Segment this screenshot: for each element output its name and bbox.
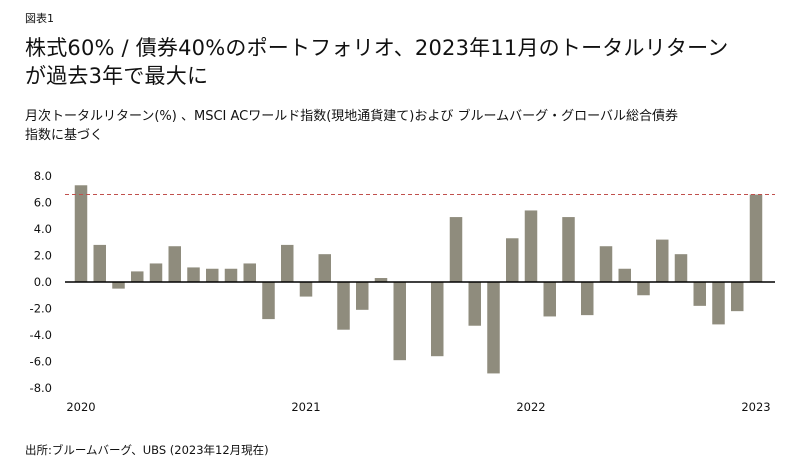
title-line-1: 株式60% / 債券40%のポートフォリオ、2023年11月のトータルリターン	[25, 36, 729, 60]
bar	[674, 254, 688, 282]
y-tick-label: -2.0	[30, 302, 52, 316]
y-tick-label: 0.0	[34, 275, 52, 289]
bar	[224, 268, 238, 282]
chart-title: 株式60% / 債券40%のポートフォリオ、2023年11月のトータルリターン …	[25, 34, 728, 90]
bar	[618, 268, 631, 282]
bar	[693, 282, 706, 306]
bar	[581, 282, 594, 316]
bar	[299, 282, 313, 297]
bar	[543, 282, 556, 317]
bar	[449, 217, 463, 282]
y-tick-label: 6.0	[34, 196, 52, 210]
bar	[749, 194, 763, 282]
source-note: 出所:ブルームバーグ、UBS (2023年12月現在)	[25, 443, 269, 457]
bar	[112, 282, 125, 289]
bar	[243, 263, 256, 282]
bar	[262, 282, 275, 320]
bar	[393, 282, 406, 361]
bar	[599, 246, 613, 282]
bar	[431, 282, 444, 357]
y-tick-label: -4.0	[30, 328, 52, 342]
subtitle-line-1: 月次トータルリターン(%) 、MSCI ACワールド指数(現地通貨建て)および …	[25, 109, 678, 124]
bar	[356, 282, 369, 310]
y-tick-label: 2.0	[34, 249, 52, 263]
chart-subtitle: 月次トータルリターン(%) 、MSCI ACワールド指数(現地通貨建て)および …	[25, 107, 785, 145]
bar	[206, 268, 219, 282]
x-tick-label: 2023	[741, 400, 770, 414]
figure-label: 図表1	[25, 12, 54, 25]
bar	[468, 282, 481, 326]
bar	[374, 278, 388, 282]
x-tick-label: 2020	[66, 400, 95, 414]
bar	[637, 282, 650, 296]
bar	[506, 238, 519, 282]
title-line-2: が過去3年で最大に	[25, 64, 209, 88]
subtitle-line-2: 指数に基づく	[25, 128, 104, 143]
bar	[712, 282, 725, 325]
bar	[524, 210, 538, 282]
bar	[562, 217, 575, 282]
bar	[93, 244, 106, 282]
x-tick-label: 2022	[516, 400, 545, 414]
bar	[187, 267, 200, 282]
y-tick-label: -8.0	[30, 381, 52, 395]
bar	[731, 282, 744, 312]
bar	[318, 254, 331, 282]
y-tick-label: -6.0	[30, 355, 52, 369]
x-tick-label: 2021	[291, 400, 320, 414]
bar	[131, 271, 144, 282]
bar	[656, 239, 669, 282]
y-tick-label: 8.0	[34, 169, 52, 183]
bar	[74, 185, 88, 282]
bar	[487, 282, 500, 374]
bar	[281, 244, 294, 282]
y-tick-label: 4.0	[34, 222, 52, 236]
bar	[149, 263, 163, 282]
bar	[168, 246, 181, 282]
bar	[337, 282, 350, 330]
